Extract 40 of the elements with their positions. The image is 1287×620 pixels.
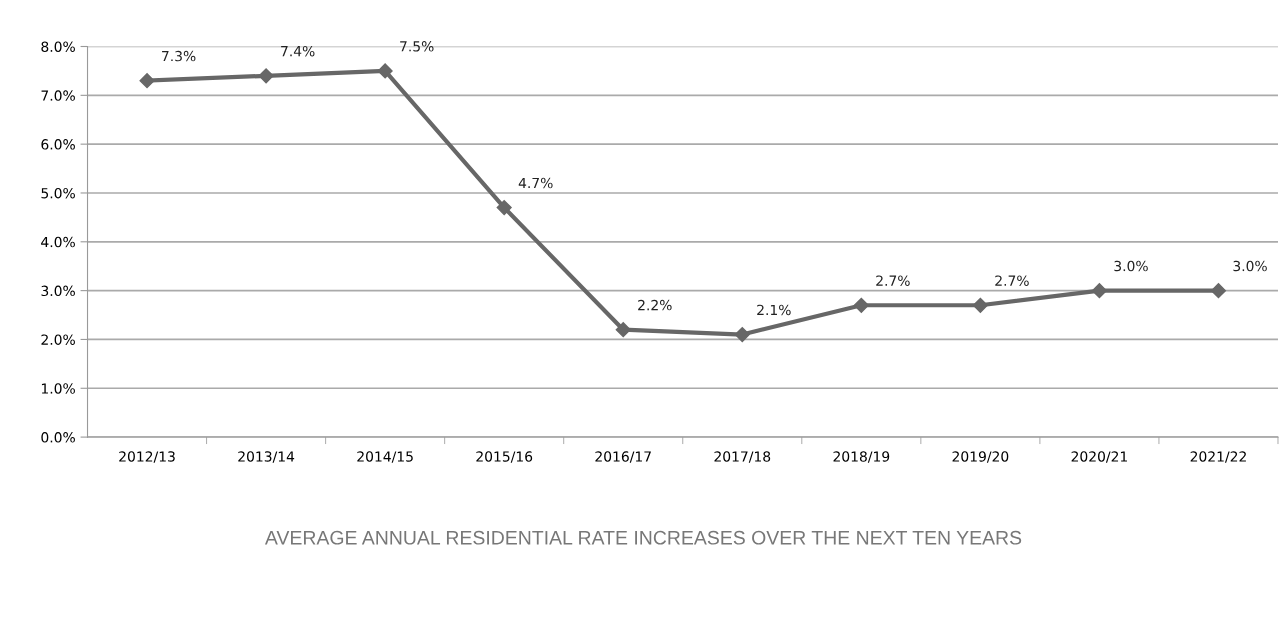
y-tick-label: 4.0% [41,236,75,248]
x-tick-label: 2021/22 [1190,451,1246,463]
point [258,68,274,84]
point [1210,283,1227,299]
x-tick-label: 2016/17 [595,451,651,463]
y-tick-label: 5.0% [41,187,75,199]
data-label: 2.7% [995,275,1029,286]
x-tick-label: 2020/21 [1071,451,1127,463]
y-tick-label: 7.0% [41,90,75,101]
y-tick-label: 3.0% [41,285,75,297]
point [496,200,512,216]
data-label: 2.7% [876,275,910,286]
y-tick-label: 6.0% [41,139,75,150]
data-label: 3.0% [1233,260,1267,272]
point [972,297,988,313]
data-label: 7.5% [400,41,434,52]
data-label: 7.3% [162,50,196,62]
y-tick-label: 0.0% [41,432,75,443]
x-tick-label: 2017/18 [714,451,771,463]
x-tick-label: 2013/14 [238,451,295,463]
x-tick-label: 2019/20 [952,451,1009,463]
point [377,63,393,79]
y-tick-label: 8.0% [41,41,75,52]
x-tick-label: 2012/13 [119,451,175,463]
point [615,322,631,338]
data-label: 4.7% [518,177,553,189]
data-label: 7.4% [281,45,315,57]
data-label: 2.2% [638,299,672,311]
point [1091,283,1107,299]
point [853,297,869,313]
y-tick-label: 1.0% [41,383,75,394]
text: AVERAGE ANNUAL RESIDENTIAL RATE INCREASES OVER THE NEXT TEN YEARS [264,530,1022,545]
data-label: 2.1% [757,304,791,316]
x-tick-label: 2015/16 [476,451,533,463]
data-label: 3.0% [1114,260,1148,272]
y-tick-label: 2.0% [41,334,75,345]
point [734,326,750,343]
x-tick-label: 2018/19 [833,451,890,463]
point [139,73,155,89]
x-tick-label: 2014/15 [357,451,413,463]
